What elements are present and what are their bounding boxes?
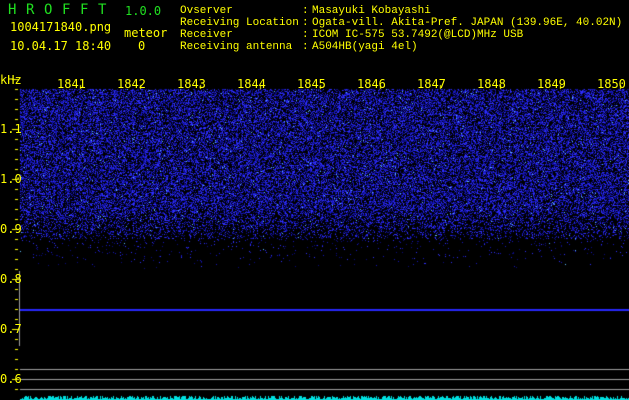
info-value: ICOM IC-575 53.7492(@LCD)MHz USB [312,29,524,41]
x-tick-label: 1846 [357,77,386,91]
y-axis-unit: kHz [0,73,22,87]
x-tick-label: 1841 [57,77,86,91]
x-tick-label: 1848 [477,77,506,91]
info-colon: : [302,17,309,29]
meteor-count: 0 [138,39,146,53]
y-tick-label: 1.0 [0,172,22,186]
info-colon: : [302,29,309,41]
x-tick-label: 1847 [417,77,446,91]
info-value: Ogata-vill. Akita-Pref. JAPAN (139.96E, … [312,17,623,29]
x-tick-label: 1842 [117,77,146,91]
x-tick-label: 1845 [297,77,326,91]
title-letter: F [80,2,89,18]
title-letter: R [26,2,35,18]
meteor-label: meteor [124,26,168,40]
info-value: A504HB(yagi 4el) [312,41,418,53]
title-letter: H [8,2,17,18]
info-value: Masayuki Kobayashi [312,5,431,17]
x-tick-label: 1843 [177,77,206,91]
x-tick-label: 1849 [537,77,566,91]
spectrogram [0,70,629,400]
title-letter: T [98,2,107,18]
y-tick-label: 1.1 [0,122,22,136]
x-tick-label: 1850 [597,77,626,91]
info-colon: : [302,41,309,53]
app-version: 1.0.0 [125,4,162,18]
x-tick-label: 1844 [237,77,266,91]
datetime: 10.04.17 18:40 [10,39,112,53]
filename: 1004171840.png [10,20,112,34]
y-tick-label: 0.7 [0,322,22,336]
y-tick-label: 0.9 [0,222,22,236]
y-tick-label: 0.6 [0,372,22,386]
info-label: Receiver [180,29,233,41]
y-tick-label: 0.8 [0,272,22,286]
info-label: Receiving Location [180,17,299,29]
info-label: Receiving antenna [180,41,293,53]
title-letter: F [62,2,71,18]
title-letter: O [44,2,53,18]
info-colon: : [302,5,309,17]
info-label: Ovserver [180,5,233,17]
